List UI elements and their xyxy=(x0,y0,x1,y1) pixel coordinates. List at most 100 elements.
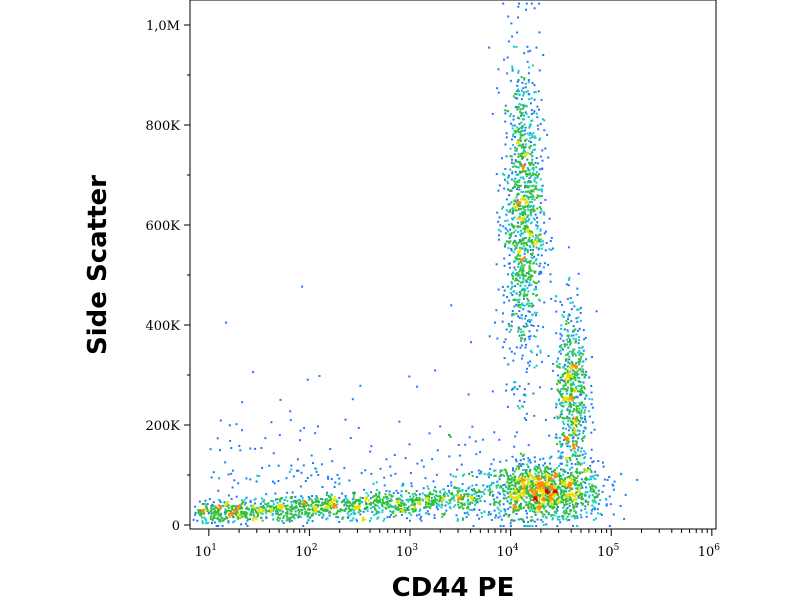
event-dot xyxy=(554,493,557,496)
event-dot xyxy=(498,234,500,237)
event-dot xyxy=(543,266,545,269)
event-dot xyxy=(493,469,495,472)
event-dot xyxy=(517,173,520,176)
event-dot xyxy=(444,504,447,507)
event-dot xyxy=(576,463,579,466)
event-dot xyxy=(543,232,546,235)
event-dot xyxy=(521,497,524,500)
event-dot xyxy=(281,504,284,507)
event-dot xyxy=(518,239,521,242)
event-dot xyxy=(302,464,305,467)
event-dot xyxy=(514,159,517,162)
event-dot xyxy=(522,289,525,292)
event-dot xyxy=(470,493,473,496)
event-dot xyxy=(390,499,393,502)
event-dot xyxy=(536,508,539,510)
event-dot xyxy=(317,514,320,517)
event-dot xyxy=(434,486,437,489)
event-dot xyxy=(528,93,531,96)
event-dot xyxy=(480,515,483,518)
event-dot xyxy=(573,454,576,457)
event-dot xyxy=(381,505,384,508)
event-dot xyxy=(457,491,459,494)
event-dot xyxy=(570,462,573,465)
event-dot xyxy=(237,482,240,485)
event-dot xyxy=(241,429,244,432)
event-dot xyxy=(302,525,305,527)
event-dot xyxy=(535,490,538,493)
event-dot xyxy=(561,455,564,458)
event-dot xyxy=(518,479,521,482)
event-dot xyxy=(556,506,559,508)
event-dot xyxy=(532,280,535,283)
event-dot xyxy=(578,368,581,371)
x-tick-label: 104 xyxy=(496,543,519,560)
event-dot xyxy=(518,482,521,485)
event-dot xyxy=(569,457,571,460)
event-dot xyxy=(592,518,595,521)
event-dot xyxy=(577,373,580,376)
event-dot xyxy=(540,194,543,197)
event-dot xyxy=(590,448,593,451)
event-dot xyxy=(532,112,535,114)
event-dot xyxy=(212,501,215,504)
event-dot xyxy=(526,478,529,481)
event-dot xyxy=(533,255,536,258)
event-dot xyxy=(358,503,361,506)
event-dot xyxy=(522,463,525,466)
event-dot xyxy=(560,468,562,471)
event-dot xyxy=(199,513,202,516)
event-dot xyxy=(525,315,527,317)
event-dot xyxy=(279,505,282,508)
event-dot xyxy=(296,469,298,472)
event-dot xyxy=(469,496,472,499)
event-dot xyxy=(259,505,262,508)
event-dot xyxy=(497,501,500,504)
event-dot xyxy=(526,205,529,208)
event-dot xyxy=(219,514,222,517)
event-dot xyxy=(543,221,546,224)
event-dot xyxy=(539,483,542,486)
event-dot xyxy=(533,466,536,469)
event-dot xyxy=(480,495,483,498)
event-dot xyxy=(251,510,254,513)
event-dot xyxy=(499,485,502,487)
event-dot xyxy=(385,501,388,503)
event-dot xyxy=(300,513,303,515)
event-dot xyxy=(533,173,536,176)
event-dot xyxy=(572,525,574,527)
event-dot xyxy=(563,423,565,425)
event-dot xyxy=(566,353,569,356)
event-dot xyxy=(547,504,550,507)
event-dot xyxy=(428,505,430,508)
event-dot xyxy=(383,502,386,504)
event-dot xyxy=(578,308,580,311)
event-dot xyxy=(453,499,456,502)
event-dot xyxy=(593,490,596,493)
event-dot xyxy=(552,505,555,508)
event-dot xyxy=(529,213,532,215)
event-dot xyxy=(510,155,513,158)
event-dot xyxy=(274,498,277,501)
event-dot xyxy=(249,501,252,503)
event-dot xyxy=(567,494,570,497)
event-dot xyxy=(523,236,526,239)
event-dot xyxy=(570,403,573,406)
event-dot xyxy=(590,471,593,474)
event-dot xyxy=(533,270,536,273)
event-dot xyxy=(575,333,578,336)
event-dot xyxy=(347,510,350,513)
event-dot xyxy=(528,473,531,476)
event-dot xyxy=(512,359,515,362)
event-dot xyxy=(553,488,556,491)
event-dot xyxy=(529,245,531,248)
event-dot xyxy=(531,161,534,164)
event-dot xyxy=(524,163,527,166)
event-dot xyxy=(242,511,245,514)
event-dot xyxy=(488,493,491,496)
event-dot xyxy=(470,509,473,512)
event-dot xyxy=(526,206,529,209)
event-dot xyxy=(202,510,205,513)
event-dot xyxy=(499,500,502,503)
